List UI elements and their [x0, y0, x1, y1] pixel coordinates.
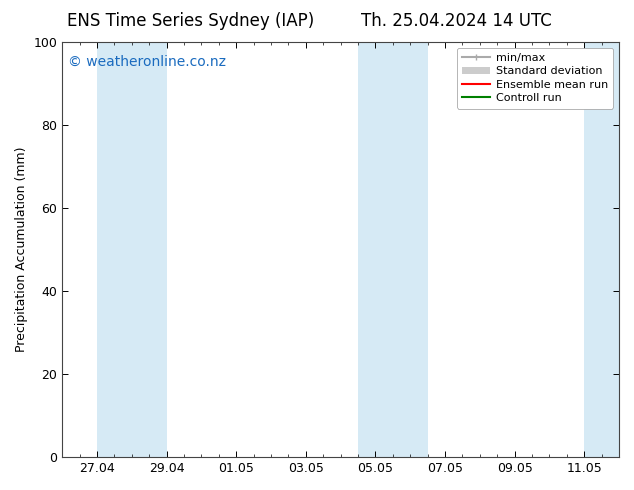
Bar	[584, 42, 619, 457]
Text: Th. 25.04.2024 14 UTC: Th. 25.04.2024 14 UTC	[361, 12, 552, 30]
Y-axis label: Precipitation Accumulation (mm): Precipitation Accumulation (mm)	[15, 147, 28, 352]
Text: ENS Time Series Sydney (IAP): ENS Time Series Sydney (IAP)	[67, 12, 314, 30]
Legend: min/max, Standard deviation, Ensemble mean run, Controll run: min/max, Standard deviation, Ensemble me…	[456, 48, 614, 109]
Bar	[97, 42, 167, 457]
Text: © weatheronline.co.nz: © weatheronline.co.nz	[68, 54, 226, 69]
Bar	[358, 42, 427, 457]
